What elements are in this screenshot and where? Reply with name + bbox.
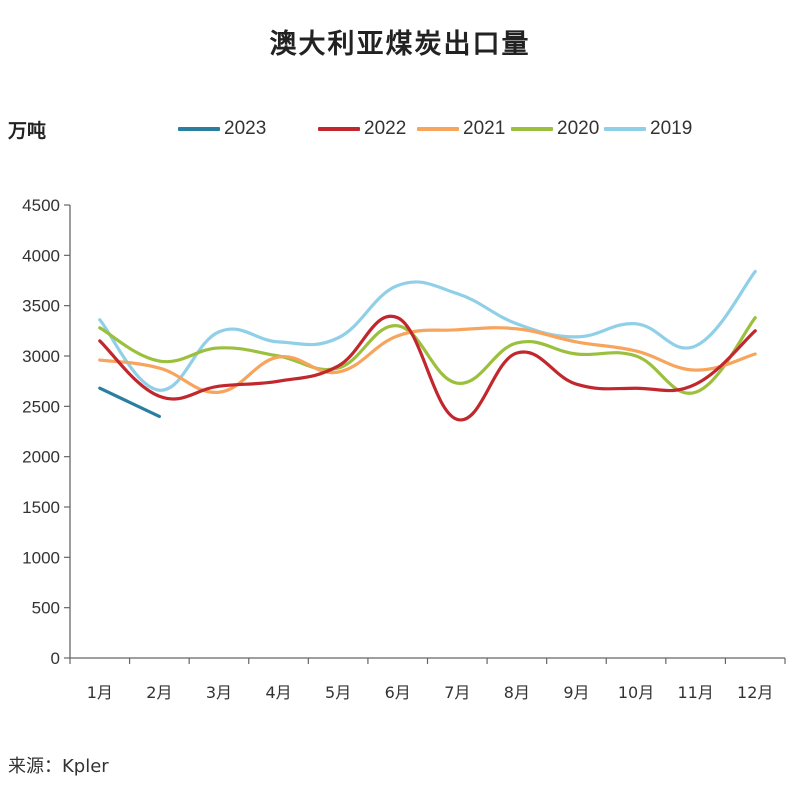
legend: 2023 2022 2021 2020 2019 <box>0 114 800 144</box>
x-tick-label: 1月 <box>87 683 113 702</box>
legend-item-2023: 2023 <box>178 114 266 144</box>
series-lines <box>98 269 757 422</box>
y-tick-label: 3000 <box>22 347 60 366</box>
y-tick-label: 4500 <box>22 196 60 215</box>
y-tick-label: 1000 <box>22 548 60 567</box>
legend-label: 2021 <box>463 118 506 139</box>
legend-label: 2019 <box>650 118 693 139</box>
series-line-2022 <box>98 314 757 422</box>
legend-swatch <box>178 127 220 131</box>
y-tick-label: 0 <box>51 649 60 668</box>
y-tick-label: 3500 <box>22 297 60 316</box>
x-tick-label: 7月 <box>444 683 470 702</box>
source-note: 来源：Kpler <box>8 756 109 777</box>
x-tick-label: 5月 <box>325 683 351 702</box>
x-tick-label: 3月 <box>206 683 232 702</box>
series-line-2023 <box>98 386 161 418</box>
legend-swatch <box>417 127 459 131</box>
legend-item-2022: 2022 <box>318 114 406 144</box>
x-tick-label: 10月 <box>618 683 654 702</box>
series-line-2021 <box>98 326 757 394</box>
legend-swatch <box>511 127 553 131</box>
x-tick-label: 12月 <box>737 683 773 702</box>
legend-label: 2023 <box>224 118 267 139</box>
x-tick-label: 2月 <box>146 683 172 702</box>
legend-label: 2022 <box>364 118 407 139</box>
legend-label: 2020 <box>557 118 600 139</box>
series-line-2020 <box>98 316 757 395</box>
y-tick-label: 1500 <box>22 498 60 517</box>
x-tick-label: 11月 <box>677 683 713 702</box>
legend-item-2020: 2020 <box>511 114 599 144</box>
legend-item-2019: 2019 <box>604 114 692 144</box>
legend-item-2021: 2021 <box>417 114 505 144</box>
axes: 0 500 1000 1500 2000 2500 3000 3500 4000 4500 1月 2月… <box>22 196 786 702</box>
y-tick-label: 2000 <box>22 448 60 467</box>
legend-swatch <box>318 127 360 131</box>
x-tick-label: 8月 <box>504 683 530 702</box>
legend-swatch <box>604 127 646 131</box>
x-tick-label: 6月 <box>385 683 411 702</box>
y-tick-label: 4000 <box>22 246 60 265</box>
y-axis-unit-label: 万吨 <box>8 120 47 142</box>
chart-title: 澳大利亚煤炭出口量 <box>269 29 531 60</box>
y-tick-label: 2500 <box>22 397 60 416</box>
x-tick-label: 4月 <box>265 683 291 702</box>
x-tick-label: 9月 <box>563 683 589 702</box>
y-tick-label: 500 <box>32 599 60 618</box>
